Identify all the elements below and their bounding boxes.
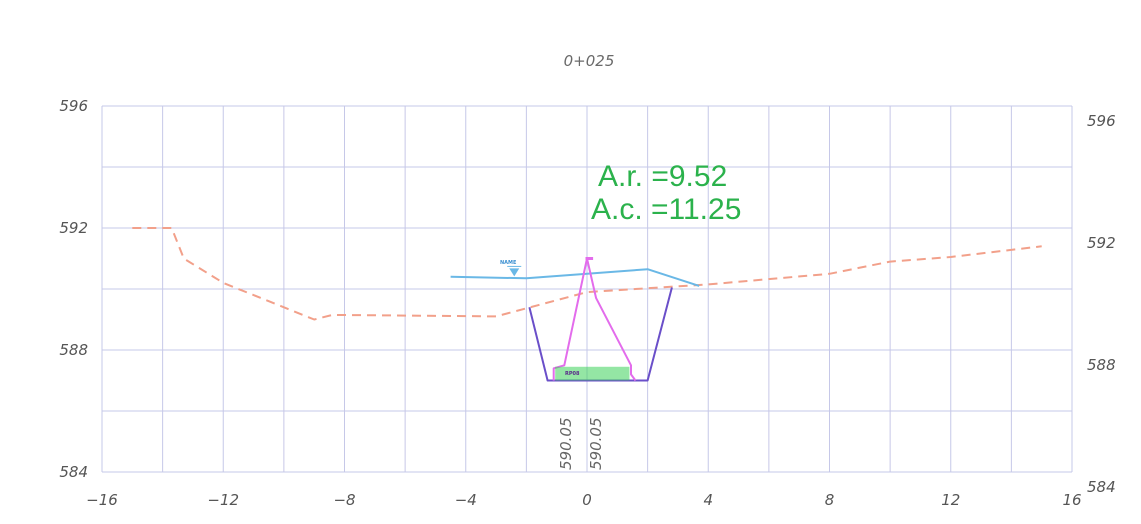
series-ground-line (132, 227, 1042, 321)
axis-ticks: −16 −12 −8 −4 0 4 8 12 16 584 584 588 588 592 592 596 59… (59, 97, 1115, 509)
x-tick-label: 4 (703, 491, 713, 509)
x-tick-label: −12 (207, 491, 239, 509)
y-tick-label-right: 592 (1087, 234, 1116, 252)
y-tick-label-left: 596 (59, 97, 88, 115)
y-tick-label-right: 584 (1087, 478, 1116, 496)
grid (101, 105, 1073, 473)
x-tick-label: −16 (86, 491, 118, 509)
bottom-fill-marker (555, 366, 630, 381)
x-tick-label: 0 (582, 491, 592, 509)
section-title: 0+025 (564, 52, 615, 70)
bottom-tag: RP08 (565, 371, 580, 377)
x-tick-label: 12 (941, 491, 960, 509)
x-tick-label: −8 (333, 491, 355, 509)
y-tick-label-left: 588 (59, 341, 88, 359)
y-tick-label-left: 592 (59, 219, 88, 237)
elevation-label-right: 590.05 (587, 418, 605, 471)
elevation-label-left: 590.05 (557, 418, 575, 471)
y-tick-label-right: 588 (1087, 356, 1116, 374)
x-tick-label: 8 (825, 491, 835, 509)
area-ar-label: A.r. =9.52 (598, 160, 727, 193)
x-tick-label: −4 (455, 491, 477, 509)
series-structure-line (552, 257, 637, 382)
water-level-marker-icon (509, 268, 520, 277)
series-water-line (450, 268, 700, 287)
y-tick-label-right: 596 (1087, 112, 1116, 130)
x-tick-label: 16 (1062, 491, 1081, 509)
markers (507, 265, 630, 381)
area-ac-label: A.c. =11.25 (591, 193, 741, 226)
y-tick-label-left: 584 (59, 463, 88, 481)
water-level-tag: NAME (500, 260, 517, 266)
